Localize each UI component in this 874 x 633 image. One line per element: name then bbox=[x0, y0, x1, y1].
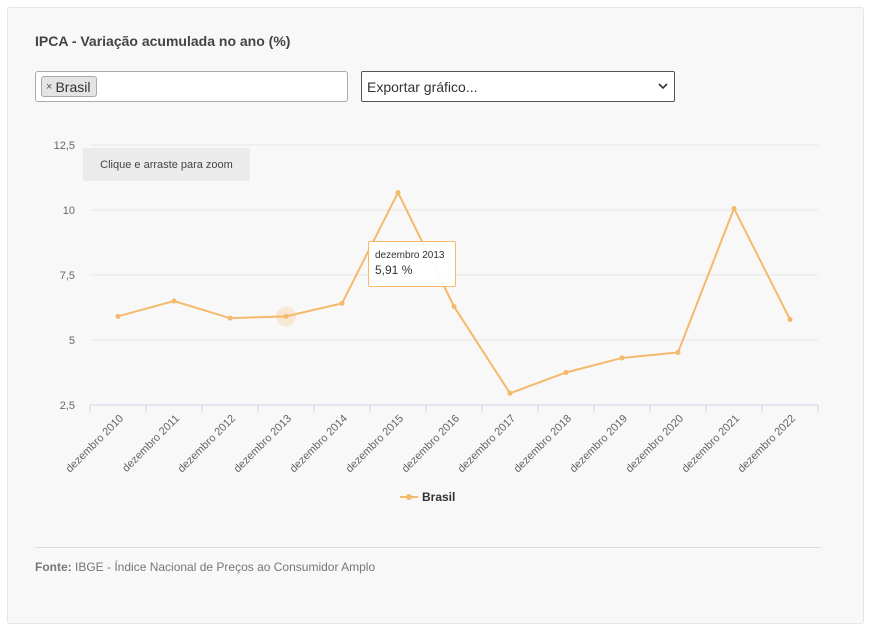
y-tick-label: 5 bbox=[69, 335, 75, 347]
data-point[interactable] bbox=[115, 313, 121, 319]
data-point[interactable] bbox=[171, 298, 177, 304]
data-point[interactable] bbox=[563, 370, 569, 375]
legend-line-icon bbox=[400, 494, 418, 500]
export-select-label: Exportar gráfico... bbox=[367, 78, 478, 95]
x-tick-label: dezembro 2015 bbox=[344, 413, 407, 476]
source-text: IBGE - Índice Nacional de Preços ao Cons… bbox=[75, 560, 376, 574]
data-point[interactable] bbox=[731, 205, 737, 211]
y-tick-label: 12,5 bbox=[54, 140, 75, 152]
tooltip-value: 5,91 % bbox=[375, 263, 413, 277]
x-tick-label: dezembro 2017 bbox=[456, 413, 519, 476]
x-tick-label: dezembro 2014 bbox=[288, 413, 351, 476]
export-chart-select[interactable]: Exportar gráfico... bbox=[361, 71, 675, 102]
x-tick-label: dezembro 2010 bbox=[64, 413, 127, 476]
x-tick-label: dezembro 2011 bbox=[120, 413, 182, 475]
data-point[interactable] bbox=[339, 300, 345, 306]
legend-item-brasil[interactable]: Brasil bbox=[400, 490, 455, 504]
x-tick-label: dezembro 2012 bbox=[176, 413, 239, 476]
data-point[interactable] bbox=[283, 313, 289, 319]
x-tick-label: dezembro 2021 bbox=[680, 413, 743, 476]
x-tick-label: dezembro 2022 bbox=[736, 413, 799, 476]
data-point[interactable] bbox=[787, 316, 793, 322]
region-tag-input[interactable]: × Brasil bbox=[35, 71, 348, 102]
chart-title: IPCA - Variação acumulada no ano (%) bbox=[35, 33, 291, 49]
source-label: Fonte: bbox=[35, 560, 72, 574]
x-tick-label: dezembro 2016 bbox=[400, 413, 463, 476]
legend-label: Brasil bbox=[422, 490, 456, 504]
region-chip-label: Brasil bbox=[55, 78, 91, 95]
x-tick-label: dezembro 2018 bbox=[512, 413, 575, 476]
x-tick-label: dezembro 2013 bbox=[232, 413, 295, 476]
x-tick-label: dezembro 2020 bbox=[624, 413, 687, 476]
series-line-brasil bbox=[117, 190, 791, 395]
data-point[interactable] bbox=[451, 303, 457, 309]
chart-card bbox=[7, 7, 864, 624]
tooltip-label: dezembro 2013 bbox=[375, 250, 445, 261]
data-point[interactable] bbox=[227, 315, 233, 321]
zoom-hint: Clique e arraste para zoom bbox=[83, 148, 250, 181]
y-tick-label: 2,5 bbox=[60, 400, 75, 412]
region-chip: × Brasil bbox=[41, 76, 98, 97]
footer-divider bbox=[35, 547, 821, 548]
remove-chip-icon[interactable]: × bbox=[46, 80, 53, 93]
data-point[interactable] bbox=[675, 349, 681, 355]
chevron-down-icon bbox=[658, 83, 668, 90]
y-tick-label: 10 bbox=[63, 205, 75, 217]
source-note: Fonte: IBGE - Índice Nacional de Preços … bbox=[35, 560, 375, 574]
data-point[interactable] bbox=[619, 355, 625, 361]
data-point[interactable] bbox=[507, 390, 513, 396]
x-tick-label: dezembro 2019 bbox=[568, 413, 631, 476]
data-point[interactable] bbox=[395, 190, 401, 196]
data-tooltip: dezembro 2013 5,91 % bbox=[368, 241, 456, 287]
y-tick-label: 7,5 bbox=[60, 270, 75, 282]
